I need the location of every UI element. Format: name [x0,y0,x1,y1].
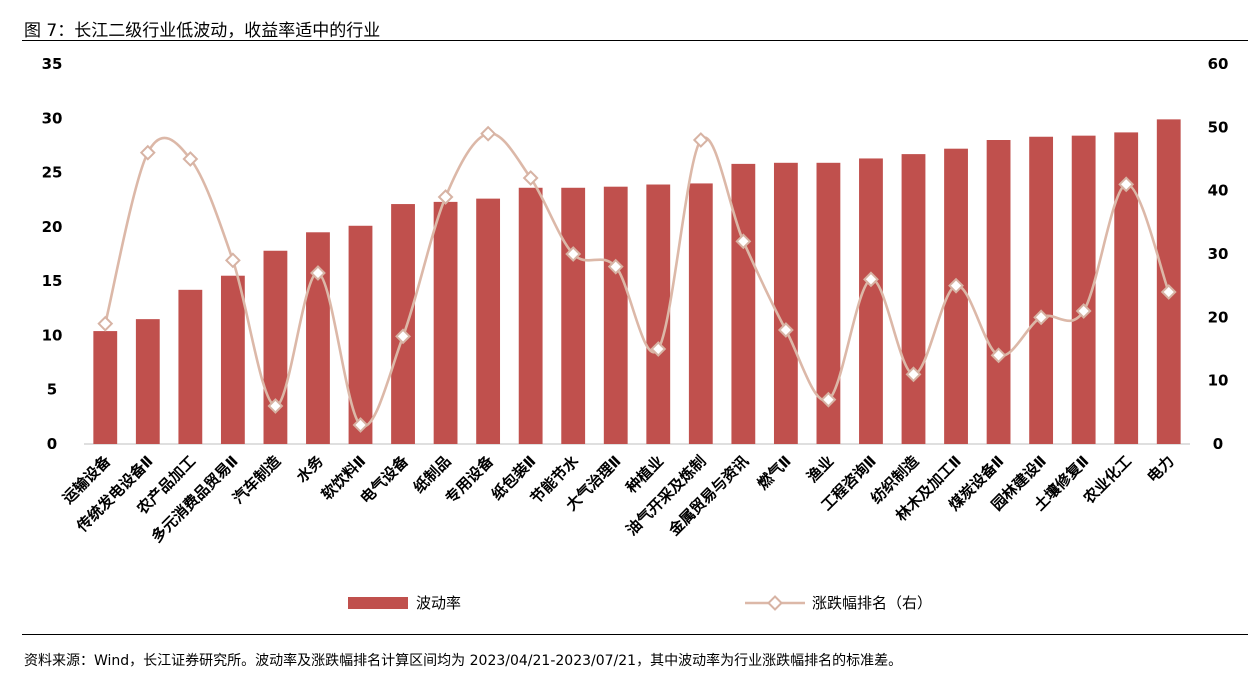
bar [433,201,458,444]
bar [646,184,671,444]
line-point [650,341,667,357]
bar [688,183,713,444]
line-point [820,391,837,408]
x-category-label: 水务 [293,451,328,486]
legend: 波动率 涨跌幅排名（右） [348,594,932,612]
bar [901,154,926,444]
line-point [863,271,879,288]
line-point [905,366,922,383]
bar [816,162,841,445]
line-point [1118,176,1135,193]
bar [93,331,118,444]
line-point [182,151,199,167]
bar [306,232,330,444]
line-point [735,233,752,250]
line-point [224,252,241,269]
x-category-label: 汽车制造 [229,452,284,507]
line-point [310,265,326,281]
legend-bar-swatch [348,597,408,609]
bar [603,186,628,444]
bar [859,158,883,444]
line-point [352,417,369,433]
line-point [1075,303,1092,319]
x-category-label: 专用设备 [442,451,498,507]
line-point [1033,309,1050,326]
title-rule [22,40,1248,41]
bar [1071,135,1096,444]
line-point [139,144,156,161]
line-point [692,132,709,148]
bar [220,275,245,444]
source-note: 资料来源：Wind，长江证券研究所。波动率及涨跌幅排名计算区间均为 2023/0… [24,653,903,669]
footer-rule [22,634,1248,635]
bar [1156,119,1181,444]
y-left-tick-label: 10 [42,326,63,344]
line-point [607,258,624,275]
bar-series [93,119,1181,445]
x-category-label: 电力 [1144,452,1178,486]
line-point [395,328,411,345]
y-right-tick-label: 0 [1213,435,1223,453]
y-left-tick-label: 5 [47,381,57,399]
bar [1114,132,1139,444]
line-point [522,170,539,186]
bar [391,204,415,444]
bar [263,250,288,444]
y-left-tick-label: 20 [42,218,63,236]
bar [178,289,203,444]
y-left-tick-label: 25 [42,164,63,182]
line-point [777,322,794,338]
line-point [1160,284,1177,300]
tick-labels: 0 5 10 15 20 25 30 35 0 10 20 30 40 50 60 [42,55,1229,453]
bar [135,319,160,444]
y-right-tick-label: 10 [1208,372,1229,390]
x-category-label: 燃气Ⅱ [754,452,795,493]
legend-line-marker [767,595,783,611]
bar [561,187,586,444]
line-point [437,189,454,205]
bar [518,187,543,444]
y-left-tick-label: 35 [42,55,63,73]
line-point [267,398,284,414]
y-left-tick-label: 30 [42,109,63,127]
legend-bar-label: 波动率 [416,594,461,612]
y-left-tick-label: 0 [47,435,57,453]
bar [476,198,501,444]
line-point [948,277,964,294]
x-category-label: 电气设备 [357,451,413,507]
y-right-tick-label: 60 [1208,55,1229,73]
bar [348,225,373,444]
x-category-label: 渔业 [803,452,837,486]
legend-line-label: 涨跌幅排名（右） [812,594,932,612]
bar [944,148,968,444]
line-point [565,246,582,262]
bar [1029,136,1054,444]
y-left-tick-label: 15 [42,272,63,290]
y-right-tick-label: 50 [1208,118,1229,136]
y-right-tick-label: 40 [1208,182,1229,200]
line-point [97,315,114,332]
line-point [480,125,497,142]
bar [731,163,756,444]
line-series [97,125,1177,433]
y-right-tick-label: 30 [1208,245,1229,263]
y-right-tick-label: 20 [1208,308,1229,326]
bar [773,162,798,445]
chart-title: 图 7：长江二级行业低波动，收益率适中的行业 [24,21,381,41]
chart: 0 5 10 15 20 25 30 35 0 10 20 30 40 50 60 运输设备传统发电设备Ⅱ农… [42,55,1229,612]
bar [986,140,1011,444]
line-point [990,347,1007,364]
